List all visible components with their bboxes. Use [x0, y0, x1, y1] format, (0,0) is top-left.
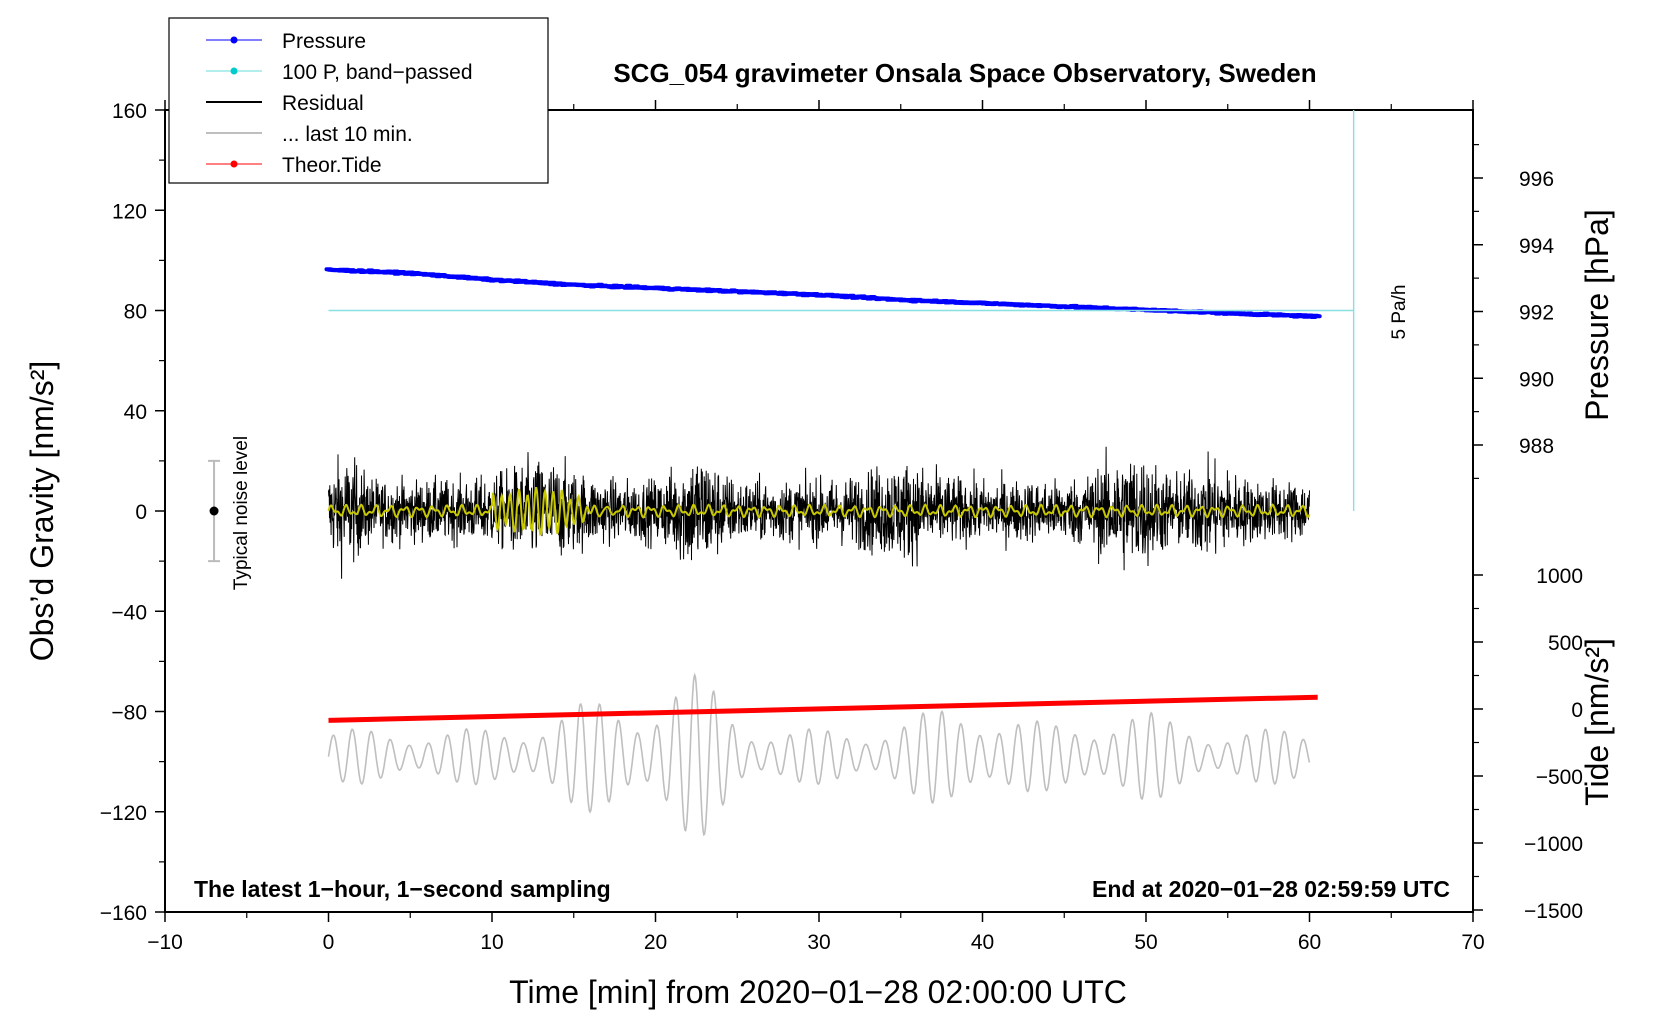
noise-bar-center — [209, 506, 219, 516]
noise-level-bar — [208, 459, 221, 563]
legend-label-pressure: Pressure — [282, 30, 366, 53]
residual-series — [328, 446, 1310, 579]
chart-title: SCG_054 gravimeter Onsala Space Observat… — [613, 58, 1316, 88]
legend-marker-pressure — [230, 36, 238, 44]
rate-label: 5 Pa/h — [1389, 285, 1410, 340]
legend-label-residual: Residual — [282, 92, 364, 115]
legend-entry-last10: ... last 10 min. — [206, 123, 413, 146]
pressure-ticks: 988 990 992 994 996 — [1473, 144, 1554, 479]
x-tick-label: 40 — [971, 931, 994, 954]
residual-line — [328, 446, 1310, 579]
x-tick-label: 20 — [644, 931, 667, 954]
y-tick-label: 160 — [112, 100, 147, 123]
x-tick-label: 0 — [323, 931, 335, 954]
pressure-tick-label: 988 — [1519, 435, 1554, 458]
tide-tick-label: −500 — [1536, 766, 1583, 789]
last-10-min-series — [327, 672, 1311, 837]
legend-entry-bandpassed: 100 P, band−passed — [206, 61, 473, 84]
legend-marker-tide — [230, 160, 238, 168]
y-axis-label-pressure: Pressure [hPa] — [1579, 209, 1615, 421]
tide-tick-label: −1000 — [1524, 833, 1583, 856]
pressure-tick-label: 996 — [1519, 168, 1554, 191]
tide-tick-label: 500 — [1548, 632, 1583, 655]
y-ticks: −160 −120 −80 −40 0 40 80 120 160 — [100, 100, 165, 925]
legend-entry-pressure: Pressure — [206, 30, 366, 53]
pressure-tick-label: 994 — [1519, 235, 1554, 258]
y-axis-label-left: Obs’d Gravity [nm/s²] — [24, 361, 60, 662]
sampling-note: The latest 1−hour, 1−second sampling — [194, 876, 611, 902]
legend: Pressure 100 P, band−passed Residual ...… — [168, 17, 549, 184]
pressure-points — [324, 267, 1322, 319]
legend-box — [168, 17, 549, 184]
pressure-tick-label: 990 — [1519, 368, 1554, 391]
x-tick-label: 50 — [1134, 931, 1157, 954]
x-tick-label: 30 — [807, 931, 830, 954]
residual-smoothed-series — [327, 486, 1311, 536]
x-tick-label: −10 — [147, 931, 183, 954]
noise-level-label: Typical noise level — [231, 436, 252, 590]
tide-tick-label: 1000 — [1536, 565, 1583, 588]
pressure-tick-label: 992 — [1519, 302, 1554, 325]
last-10-min-line — [327, 672, 1311, 837]
end-time-note: End at 2020−01−28 02:59:59 UTC — [1092, 876, 1450, 902]
smoothed-line — [327, 486, 1311, 536]
y-tick-label: −80 — [111, 702, 147, 725]
legend-label-tide: Theor.Tide — [282, 154, 382, 177]
y-tick-label: 0 — [135, 501, 147, 524]
legend-marker-bandpassed — [230, 67, 238, 75]
y-tick-label: 80 — [124, 301, 147, 324]
legend-label-bandpassed: 100 P, band−passed — [282, 61, 473, 84]
tide-tick-label: −1500 — [1524, 900, 1583, 923]
legend-label-last10: ... last 10 min. — [282, 123, 413, 146]
y-tick-label: 120 — [112, 200, 147, 223]
y-tick-label: −40 — [111, 601, 147, 624]
theoretical-tide-series — [328, 694, 1318, 723]
legend-entry-tide: Theor.Tide — [206, 154, 382, 177]
x-ticks: −10 0 10 20 30 40 50 60 70 — [147, 100, 1485, 954]
x-tick-label: 60 — [1298, 931, 1321, 954]
y-tick-label: −160 — [100, 902, 147, 925]
y-axis-label-tide: Tide [nm/s²] — [1579, 638, 1615, 806]
pressure-series — [324, 267, 1322, 319]
tide-line — [328, 694, 1318, 723]
tide-tick-label: 0 — [1571, 699, 1583, 722]
y-tick-label: −120 — [100, 802, 147, 825]
x-tick-label: 10 — [480, 931, 503, 954]
y-tick-label: 40 — [124, 401, 147, 424]
x-tick-label: 70 — [1461, 931, 1484, 954]
legend-entry-residual: Residual — [206, 92, 364, 115]
tide-ticks: −1500 −1000 −500 0 500 1000 — [1473, 565, 1583, 923]
x-axis-label: Time [min] from 2020−01−28 02:00:00 UTC — [509, 974, 1127, 1010]
